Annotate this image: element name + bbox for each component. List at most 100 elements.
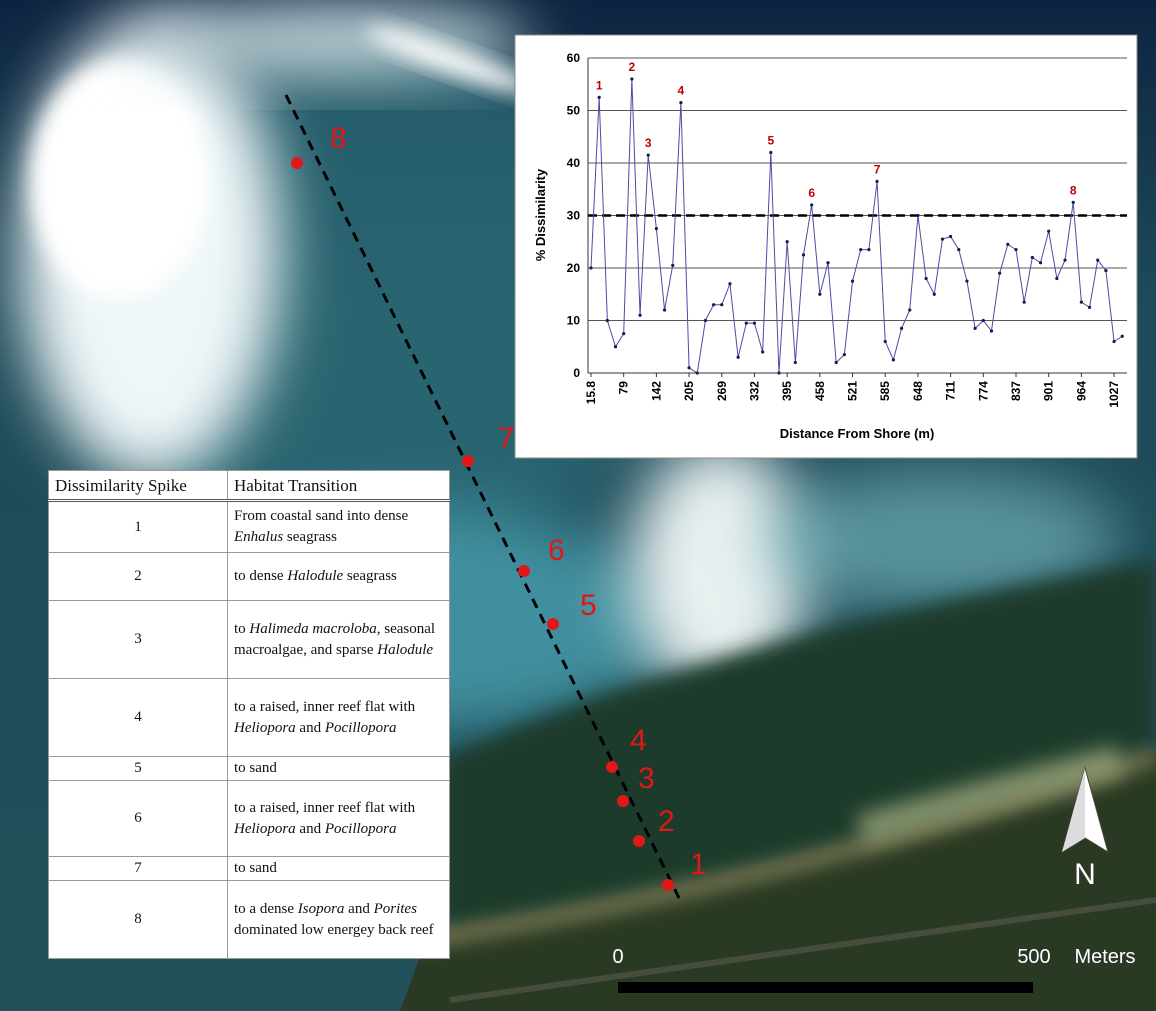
data-point (1080, 301, 1083, 304)
habitat-text: to a raised, inner reef flat with (234, 800, 415, 816)
x-tick-label: 142 (649, 381, 663, 401)
data-point (1014, 248, 1017, 251)
x-tick-label: 15.8 (584, 381, 598, 405)
data-point (1063, 259, 1066, 262)
data-point (802, 253, 805, 256)
habitat-text: to sand (234, 860, 277, 876)
table-row: 2to dense Halodule seagrass (49, 553, 450, 601)
x-tick-label: 395 (780, 381, 794, 401)
site-marker (518, 565, 530, 577)
data-point (598, 96, 601, 99)
data-point (761, 350, 764, 353)
habitat-text: to dense (234, 568, 287, 584)
scale-unit: Meters (1074, 946, 1135, 968)
habitat-text: to (234, 621, 249, 637)
spike-cell: 6 (49, 781, 228, 857)
data-point (1112, 340, 1115, 343)
taxon-name: Halodule (287, 568, 343, 584)
data-point (638, 314, 641, 317)
habitat-cell: to dense Halodule seagrass (228, 553, 450, 601)
x-tick-label: 332 (747, 381, 761, 401)
data-point (1023, 301, 1026, 304)
site-label: 3 (638, 762, 655, 795)
table-header: Dissimilarity Spike Habitat Transition (49, 471, 450, 501)
x-tick-label: 79 (617, 381, 631, 395)
y-axis-title: % Dissimilarity (533, 168, 548, 261)
data-point (941, 238, 944, 241)
data-point (786, 240, 789, 243)
data-point (818, 293, 821, 296)
habitat-cell: to a raised, inner reef flat with Heliop… (228, 679, 450, 757)
data-point (794, 361, 797, 364)
data-point (933, 293, 936, 296)
taxon-name: Enhalus (234, 529, 283, 545)
data-point (810, 203, 813, 206)
site-label: 6 (548, 534, 565, 567)
data-point (1096, 259, 1099, 262)
x-tick-label: 1027 (1107, 381, 1121, 408)
habitat-text: and (296, 720, 325, 736)
x-tick-label: 837 (1009, 381, 1023, 401)
data-point (949, 235, 952, 238)
data-point (745, 322, 748, 325)
data-point (1006, 243, 1009, 246)
x-tick-label: 711 (944, 381, 958, 401)
taxon-name: Pocillopora (325, 821, 397, 837)
data-point (728, 282, 731, 285)
chart-inset: Distance From Shore (m) % Dissimilarity … (515, 35, 1137, 458)
data-point (1055, 277, 1058, 280)
x-axis-title: Distance From Shore (m) (780, 426, 935, 441)
peak-label: 6 (808, 186, 815, 200)
x-tick-label: 269 (715, 381, 729, 401)
data-point (974, 327, 977, 330)
habitat-cell: to sand (228, 857, 450, 881)
scale-end: 500 (1017, 946, 1050, 968)
data-point (843, 353, 846, 356)
x-tick-label: 205 (682, 381, 696, 401)
data-point (614, 345, 617, 348)
data-point (687, 366, 690, 369)
site-label: 5 (580, 589, 597, 622)
site-label: 7 (498, 422, 515, 455)
header-cell: Habitat Transition (228, 471, 450, 501)
x-tick-label: 774 (976, 381, 990, 401)
data-point (965, 280, 968, 283)
data-point (1121, 335, 1124, 338)
data-point (737, 356, 740, 359)
peak-label: 7 (874, 162, 881, 176)
x-tick-label: 648 (911, 381, 925, 401)
habitat-text: dominated low energey back reef (234, 922, 434, 938)
site-marker (662, 879, 674, 891)
y-tick-label: 0 (573, 366, 580, 380)
x-tick-label: 585 (878, 381, 892, 401)
habitat-cell: to sand (228, 757, 450, 781)
data-point (753, 322, 756, 325)
y-tick-label: 10 (567, 314, 581, 328)
data-point (916, 214, 919, 217)
site-marker (547, 618, 559, 630)
data-point (1047, 230, 1050, 233)
site-marker (606, 761, 618, 773)
spike-cell: 2 (49, 553, 228, 601)
habitat-text: seagrass (343, 568, 397, 584)
taxon-name: Halodule (377, 642, 433, 658)
site-label: 8 (330, 122, 347, 155)
habitat-cell: to Halimeda macroloba, seasonal macroalg… (228, 601, 450, 679)
data-point (630, 77, 633, 80)
habitat-table: Dissimilarity Spike Habitat Transition 1… (48, 470, 450, 959)
page: 12345678 N 0 500 Meters Distance From Sh… (0, 0, 1156, 1011)
data-point (998, 272, 1001, 275)
site-marker (462, 455, 474, 467)
data-point (720, 303, 723, 306)
peak-label: 2 (629, 60, 636, 74)
y-tick-label: 50 (567, 104, 581, 118)
peak-label: 1 (596, 78, 603, 92)
taxon-name: Porites (374, 901, 417, 917)
data-point (1031, 256, 1034, 259)
data-point (835, 361, 838, 364)
habitat-cell: to a raised, inner reef flat with Heliop… (228, 781, 450, 857)
data-point (957, 248, 960, 251)
data-point (924, 277, 927, 280)
taxon-name: Halimeda macroloba (249, 621, 376, 637)
